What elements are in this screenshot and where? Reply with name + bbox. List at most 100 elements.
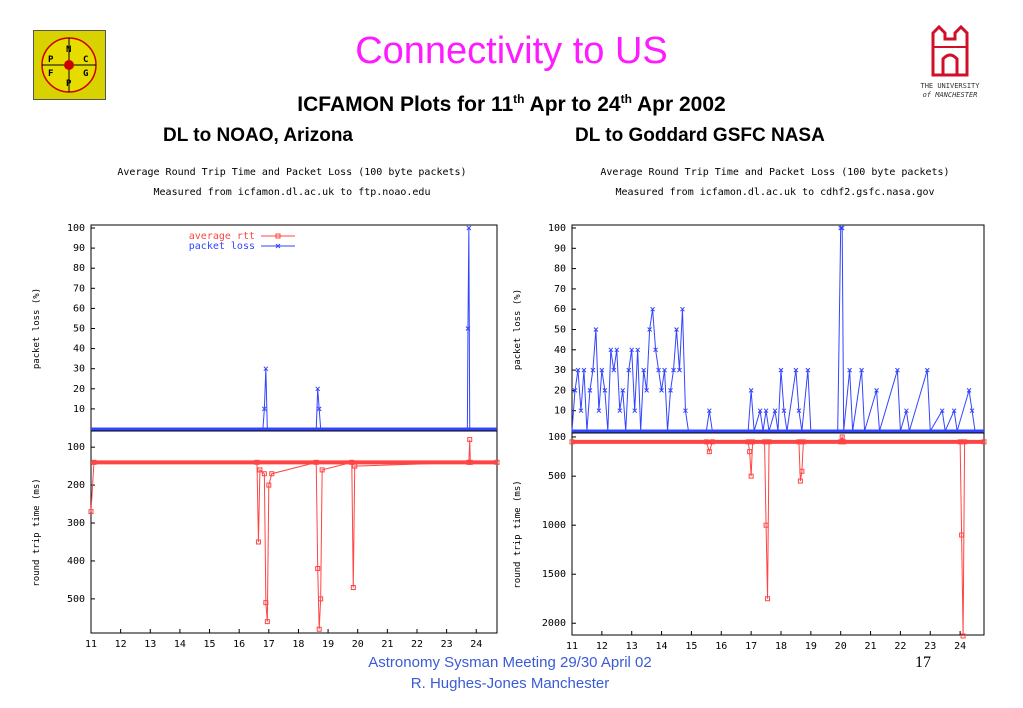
rtt-point	[799, 468, 805, 474]
subtitle-sup: th	[620, 92, 632, 106]
loss-point	[263, 366, 269, 372]
x-tick-label: 15	[685, 641, 697, 652]
y-tick-label: 2000	[542, 618, 566, 629]
rtt-axis-label: round trip time (ms)	[32, 478, 42, 586]
x-tick-label: 17	[745, 641, 757, 652]
loss-point	[587, 388, 593, 393]
footer-meeting: Astronomy Sysman Meeting 29/30 April 02	[368, 654, 652, 671]
rtt-point	[318, 596, 324, 602]
y-tick-label: 80	[554, 264, 566, 275]
slide-title: Connectivity to US	[355, 30, 668, 72]
rtt-point	[352, 463, 358, 469]
footer-author: R. Hughes-Jones Manchester	[410, 675, 610, 692]
rtt-point	[765, 596, 771, 602]
logo-letter: P	[48, 55, 54, 65]
loss-point	[966, 388, 972, 393]
loss-point	[839, 225, 845, 231]
y-tick-label: 50	[554, 325, 566, 336]
chart-subtitle: Measured from icfamon.dl.ac.uk to cdhf2.…	[615, 187, 934, 198]
logo-letter: G	[83, 69, 88, 79]
y-tick-label: 300	[67, 518, 85, 529]
loss-point	[316, 406, 322, 412]
rtt-point	[255, 539, 261, 545]
loss-point	[593, 327, 599, 332]
rtt-point	[254, 459, 260, 465]
rtt-point	[959, 532, 965, 538]
rtt-point	[467, 459, 473, 465]
y-tick-label: 1000	[542, 520, 566, 531]
loss-point	[662, 367, 667, 373]
legend-marker	[275, 243, 281, 249]
legend-marker	[275, 233, 281, 239]
rtt-point	[797, 478, 803, 484]
loss-point	[805, 367, 811, 373]
rtt-axis-label: round trip time (ms)	[513, 480, 523, 588]
loss-point	[611, 367, 617, 373]
x-tick-label: 14	[174, 639, 186, 650]
left-plot-heading: DL to NOAO, Arizona	[163, 125, 353, 146]
x-tick-label: 17	[263, 639, 275, 650]
y-tick-label: 30	[73, 364, 85, 375]
packet-loss-line	[571, 227, 984, 433]
chart-title: Average Round Trip Time and Packet Loss …	[117, 167, 466, 178]
rtt-point	[263, 600, 269, 606]
x-tick-label: 13	[626, 641, 638, 652]
loss-point	[650, 306, 655, 312]
loss-point	[847, 367, 853, 373]
rtt-point	[91, 459, 97, 465]
y-tick-label: 10	[73, 404, 85, 415]
y-tick-label: 20	[73, 384, 85, 395]
loss-point	[596, 408, 602, 414]
loss-point	[706, 408, 712, 414]
average-rtt-line	[90, 439, 497, 630]
rtt-point	[750, 439, 756, 445]
y-tick-label: 70	[554, 284, 566, 295]
logo-letter: C	[83, 55, 88, 65]
rtt-point	[313, 459, 319, 465]
rtt-point	[962, 439, 968, 445]
subtitle-part: Apr 2002	[631, 93, 726, 116]
rtt-point	[257, 467, 263, 473]
rtt-point	[88, 509, 94, 515]
legend-loss-label: packet loss	[189, 241, 255, 252]
loss-axis-label: packet loss (%)	[513, 289, 523, 370]
loss-point	[617, 408, 623, 414]
loss-point	[772, 408, 778, 414]
x-tick-label: 20	[835, 641, 847, 652]
loss-point	[683, 408, 688, 414]
rtt-point	[709, 439, 715, 445]
slide-subtitle: ICFAMON Plots for 11th Apr to 24th Apr 2…	[0, 92, 1023, 117]
loss-point	[969, 408, 975, 414]
loss-point	[644, 388, 649, 393]
rtt-point	[261, 471, 267, 477]
rtt-point	[266, 482, 272, 488]
loss-point	[620, 388, 626, 393]
university-of-manchester-logo-icon: THE UNIVERSITY of MANCHESTER	[920, 25, 980, 99]
noao-chart: Average Round Trip Time and Packet Loss …	[32, 167, 500, 650]
loss-point	[614, 347, 620, 353]
loss-point	[677, 367, 682, 373]
x-tick-label: 18	[775, 641, 787, 652]
x-tick-label: 11	[85, 639, 97, 650]
loss-point	[608, 347, 614, 353]
rtt-point	[763, 522, 769, 528]
loss-point	[781, 408, 787, 414]
loss-point	[796, 408, 802, 414]
x-tick-label: 15	[204, 639, 216, 650]
y-tick-label: 100	[67, 442, 85, 453]
loss-point	[748, 388, 754, 393]
rtt-point	[841, 439, 847, 445]
y-tick-label: 50	[73, 324, 85, 335]
right-plot-heading: DL to Goddard GSFC NASA	[575, 125, 825, 146]
loss-point	[647, 327, 652, 332]
rtt-point	[264, 619, 270, 625]
loss-point	[674, 327, 679, 332]
logo-letter: N	[66, 45, 71, 55]
rtt-point	[349, 459, 355, 465]
rtt-point	[494, 459, 500, 465]
y-tick-label: 90	[73, 243, 85, 254]
loss-point	[668, 388, 673, 393]
loss-point	[671, 367, 676, 373]
rtt-point	[748, 473, 754, 479]
loss-point	[575, 367, 581, 373]
